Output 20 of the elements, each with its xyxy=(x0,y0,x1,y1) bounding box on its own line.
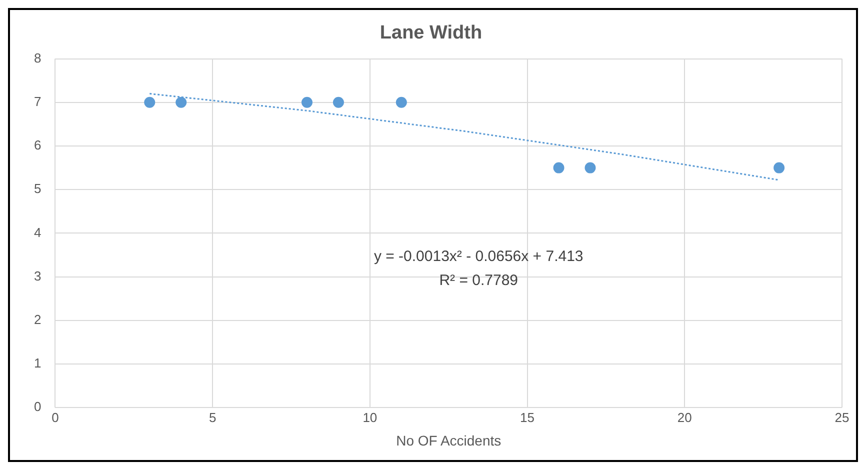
annotation: R² = 0.7789 xyxy=(439,272,518,290)
x-tick-label: 20 xyxy=(677,410,692,425)
annotation: y = -0.0013x² - 0.0656x + 7.413 xyxy=(374,248,584,266)
y-tick-label: 8 xyxy=(34,50,42,66)
y-tick-label: 4 xyxy=(34,224,42,240)
y-tick-label: 7 xyxy=(34,94,42,109)
line-series xyxy=(148,92,780,181)
y-tick-label: 2 xyxy=(34,312,42,327)
chart-title: Lane Width xyxy=(380,22,482,44)
y-tick-label: 5 xyxy=(34,181,42,196)
y-tick-label: 6 xyxy=(34,138,42,153)
y-tick-label: 0 xyxy=(34,399,42,414)
x-tick-label: 15 xyxy=(520,410,535,425)
y-tick-label: 3 xyxy=(34,268,42,284)
x-tick-label: 10 xyxy=(362,410,378,425)
x-tick-label: 0 xyxy=(52,410,59,425)
x-tick-label: 5 xyxy=(208,410,216,425)
x-axis-title: No OF Accidents xyxy=(396,432,502,448)
y-tick-label: 1 xyxy=(34,356,42,371)
x-tick-label: 25 xyxy=(834,410,850,425)
